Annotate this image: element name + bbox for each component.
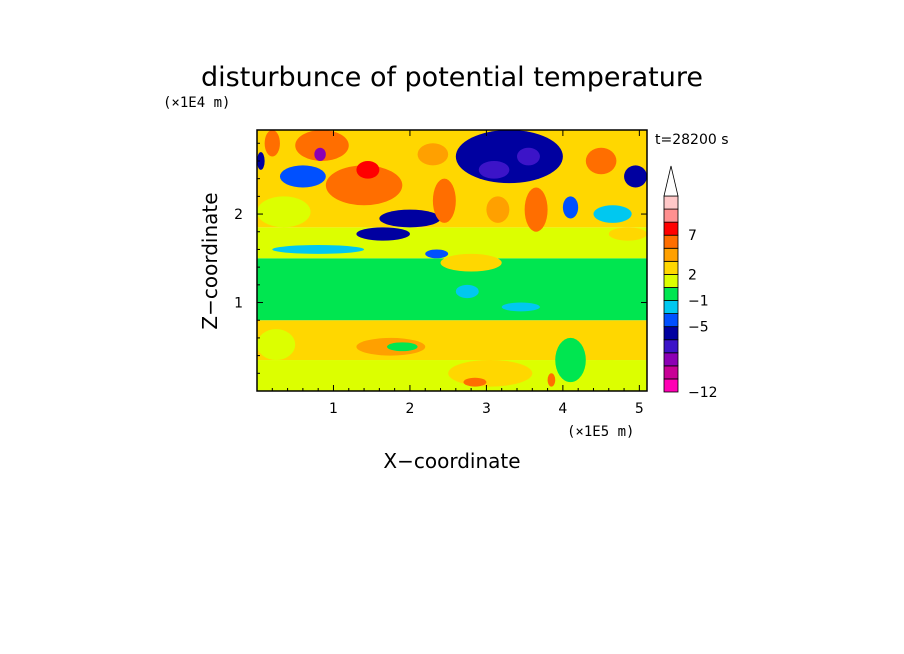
field-cell [562, 196, 579, 219]
colorbar-swatch [663, 260, 679, 275]
field-cell [517, 147, 540, 166]
colorbar: −12−5−127 [663, 165, 718, 401]
field-cell [257, 152, 265, 170]
field-cell [455, 130, 563, 184]
field-cell [264, 130, 280, 157]
field-cell [478, 160, 510, 179]
field-cell [608, 227, 647, 241]
y-axis: 12 [234, 142, 647, 374]
field-cell [593, 205, 632, 223]
colorbar-swatch [663, 300, 679, 314]
field-cell [524, 187, 548, 232]
colorbar-swatch [663, 365, 679, 380]
field-cell [486, 196, 510, 223]
field-cell [432, 178, 456, 223]
colorbar-swatch [663, 195, 679, 210]
field-cell [379, 209, 441, 228]
y-unit-label: (×1E4 m) [163, 95, 230, 111]
y-tick-label: 1 [234, 296, 243, 312]
field-band [257, 320, 647, 361]
field-cell [440, 253, 502, 272]
x-tick-label: 4 [558, 401, 567, 417]
colorbar-tick-label: 2 [688, 267, 697, 283]
field-cell [387, 342, 418, 352]
x-tick-label: 5 [635, 401, 644, 417]
colorbar-swatch [663, 352, 679, 367]
field-cell [463, 377, 487, 387]
x-axis-title: X−coordinate [383, 449, 520, 473]
x-tick-label: 2 [405, 401, 414, 417]
field-cell [325, 165, 403, 206]
field-cell [356, 160, 380, 179]
colorbar-swatch [663, 287, 679, 301]
field-cell [417, 143, 449, 166]
plot-frame [256, 129, 648, 392]
x-axis: 1 2 3 4 5 [271, 130, 644, 417]
colorbar-swatch [663, 313, 679, 328]
field-cell [356, 227, 410, 241]
colorbar-tick-label: −1 [688, 294, 709, 310]
field-cell [501, 302, 540, 312]
colorbar-tick-label: −12 [688, 385, 718, 401]
colorbar-swatch [663, 326, 679, 341]
x-tick-label: 3 [482, 401, 491, 417]
chart-title: disturbunce of potential temperature [201, 62, 703, 93]
field-cell [279, 165, 326, 188]
y-axis-title: Z−coordinate [198, 192, 222, 329]
colorbar-swatch [663, 273, 679, 288]
field-cell [314, 147, 326, 161]
colorbar-swatch [663, 208, 679, 223]
colorbar-tick-label: −5 [688, 320, 709, 336]
field-cell [585, 147, 617, 175]
field-cell [624, 165, 647, 188]
colorbar-swatch [663, 234, 679, 249]
field-cell [547, 373, 556, 387]
field-cell [555, 337, 586, 383]
x-unit-label: (×1E5 m) [567, 424, 634, 440]
colorbar-swatch [663, 378, 679, 393]
field-cell [448, 360, 533, 387]
colorbar-tick-label: 7 [688, 228, 697, 244]
y-tick-label: 2 [234, 207, 243, 223]
field-cell [272, 245, 365, 254]
heatmap-field [257, 130, 647, 391]
x-tick-label: 1 [329, 401, 338, 417]
field-cell [295, 130, 349, 161]
field-cell [257, 196, 311, 228]
field-cell [455, 284, 479, 299]
field-cell [257, 329, 296, 361]
colorbar-swatch [663, 247, 679, 262]
colorbar-swatch [663, 339, 679, 354]
colorbar-swatch [663, 221, 679, 236]
colorbar-extend-arrow [663, 165, 679, 197]
time-label: t=28200 s [655, 132, 729, 148]
field-cell [425, 249, 449, 259]
